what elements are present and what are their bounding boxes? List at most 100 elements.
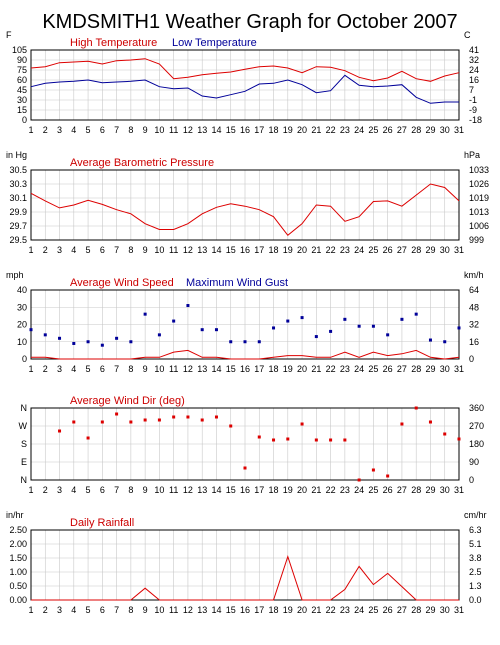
- x-tick-label: 1: [28, 245, 33, 255]
- x-tick-label: 27: [397, 125, 407, 135]
- x-tick-label: 18: [269, 364, 279, 374]
- legend-entry: Average Barometric Pressure: [70, 157, 214, 169]
- x-tick-label: 18: [269, 245, 279, 255]
- x-tick-label: 12: [183, 245, 193, 255]
- x-tick-label: 21: [311, 485, 321, 495]
- data-point: [243, 466, 247, 470]
- data-point: [129, 420, 133, 424]
- data-point: [428, 420, 432, 424]
- x-tick-label: 14: [211, 364, 221, 374]
- left-tick-label: S: [21, 439, 27, 449]
- series-line: [31, 349, 460, 360]
- x-tick-label: 16: [240, 364, 250, 374]
- x-tick-label: 12: [183, 605, 193, 615]
- x-tick-label: 20: [297, 485, 307, 495]
- data-point: [414, 406, 418, 410]
- x-tick-label: 26: [383, 485, 393, 495]
- x-tick-label: 17: [254, 245, 264, 255]
- left-tick-label: 2.50: [9, 525, 27, 535]
- data-point: [386, 474, 390, 478]
- left-tick-label: 75: [17, 65, 27, 75]
- x-tick-label: 3: [57, 605, 62, 615]
- x-tick-label: 23: [340, 245, 350, 255]
- x-tick-label: 27: [397, 364, 407, 374]
- x-tick-label: 4: [71, 605, 76, 615]
- x-tick-label: 13: [197, 605, 207, 615]
- left-tick-label: 30.1: [9, 193, 27, 203]
- right-tick-label: 270: [469, 421, 484, 431]
- left-tick-label: N: [21, 403, 28, 413]
- x-tick-label: 10: [154, 125, 164, 135]
- x-tick-label: 19: [283, 485, 293, 495]
- x-tick-label: 28: [411, 364, 421, 374]
- data-point: [371, 324, 375, 328]
- x-tick-label: 29: [425, 364, 435, 374]
- left-unit-label: mph: [6, 270, 24, 280]
- left-tick-label: 30.5: [9, 165, 27, 175]
- x-tick-label: 23: [340, 364, 350, 374]
- page-title: KMDSMITH1 Weather Graph for October 2007: [42, 11, 457, 33]
- data-point: [143, 418, 147, 422]
- data-point: [58, 429, 62, 433]
- x-tick-label: 9: [143, 125, 148, 135]
- right-tick-label: 999: [469, 235, 484, 245]
- data-point: [243, 340, 247, 344]
- x-tick-label: 7: [114, 605, 119, 615]
- data-point: [58, 336, 62, 340]
- data-point: [400, 317, 404, 321]
- chart-panel-5: 2.50 6.3 2.00 5.1 1.50 3.8 1.00 2.5 0.50 1.3 0.00 0…: [6, 510, 487, 615]
- data-point: [72, 420, 76, 424]
- x-tick-label: 20: [297, 125, 307, 135]
- right-tick-label: 16: [469, 75, 479, 85]
- x-tick-label: 16: [240, 485, 250, 495]
- right-tick-label: 90: [469, 457, 479, 467]
- data-point: [428, 338, 432, 342]
- data-point: [329, 438, 333, 442]
- x-tick-label: 17: [254, 485, 264, 495]
- x-tick-label: 15: [226, 605, 236, 615]
- x-tick-label: 27: [397, 485, 407, 495]
- x-tick-label: 18: [269, 485, 279, 495]
- plot-frame: [30, 407, 460, 481]
- x-tick-label: 17: [254, 364, 264, 374]
- x-tick-label: 21: [311, 125, 321, 135]
- x-tick-label: 31: [454, 605, 464, 615]
- x-tick-label: 22: [326, 605, 336, 615]
- x-tick-label: 4: [71, 125, 76, 135]
- data-point: [214, 415, 218, 419]
- legend-entry: Daily Rainfall: [70, 517, 134, 529]
- x-tick-label: 21: [311, 605, 321, 615]
- data-point: [186, 304, 190, 308]
- right-tick-label: 0: [469, 475, 474, 485]
- left-tick-label: 29.5: [9, 235, 27, 245]
- right-tick-label: 7: [469, 85, 474, 95]
- right-tick-label: 0.0: [469, 595, 482, 605]
- x-tick-label: 15: [226, 245, 236, 255]
- x-tick-label: 28: [411, 485, 421, 495]
- right-tick-label: 1006: [469, 221, 489, 231]
- x-tick-label: 30: [440, 485, 450, 495]
- x-tick-label: 1: [28, 125, 33, 135]
- right-tick-label: 5.1: [469, 539, 482, 549]
- right-tick-label: 1019: [469, 193, 489, 203]
- right-tick-label: -9: [469, 105, 477, 115]
- x-tick-label: 14: [211, 125, 221, 135]
- x-tick-label: 4: [71, 485, 76, 495]
- x-tick-label: 20: [297, 245, 307, 255]
- x-tick-label: 20: [297, 364, 307, 374]
- x-tick-label: 27: [397, 605, 407, 615]
- left-tick-label: N: [21, 475, 28, 485]
- x-tick-label: 18: [269, 125, 279, 135]
- x-tick-label: 24: [354, 364, 364, 374]
- data-point: [200, 418, 204, 422]
- left-tick-label: 45: [17, 85, 27, 95]
- x-tick-label: 29: [425, 245, 435, 255]
- data-point: [186, 415, 190, 419]
- right-tick-label: -1: [469, 95, 477, 105]
- data-point: [386, 333, 390, 337]
- x-tick-label: 10: [154, 245, 164, 255]
- x-tick-label: 2: [43, 364, 48, 374]
